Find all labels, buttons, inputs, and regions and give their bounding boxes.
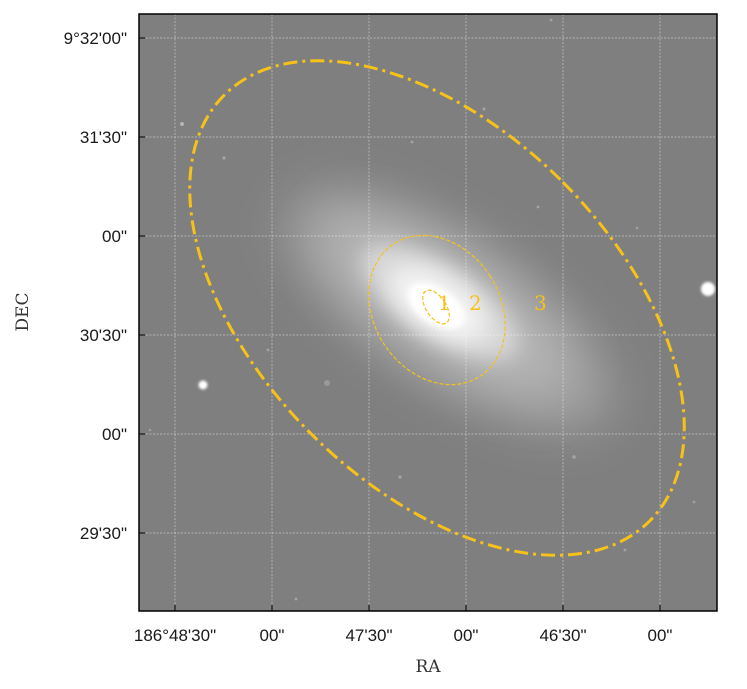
dec-tick-label: 00": [102, 425, 127, 444]
ra-tick-label: 47'30": [345, 626, 392, 645]
sky-image: 1 2 3: [139, 14, 717, 611]
ra-tick-label: 46'30": [539, 626, 586, 645]
ra-tick-label: 00": [454, 626, 479, 645]
plot-frame: [138, 13, 718, 612]
aperture-3-ellipse: [188, 59, 686, 557]
coordinate-grid: [139, 14, 717, 611]
aperture-1-ellipse: [422, 289, 450, 325]
y-axis-label: DEC: [13, 292, 33, 331]
ra-tick-label: 00": [648, 626, 673, 645]
dec-tick-labels: 9°32'00" 31'30" 00" 30'30" 00" 29'30": [64, 29, 127, 543]
dec-tick-label: 30'30": [80, 326, 127, 345]
aperture-label-2: 2: [469, 291, 482, 315]
x-axis-label: RA: [415, 657, 441, 677]
dec-tick-label: 9°32'00": [64, 29, 127, 48]
aperture-label-1: 1: [438, 291, 451, 315]
dec-tick-label: 31'30": [80, 128, 127, 147]
dec-tick-label: 29'30": [80, 524, 127, 543]
apertures: [188, 59, 686, 557]
aperture-label-3: 3: [534, 291, 547, 315]
ra-tick-labels: 186°48'30" 00" 47'30" 00" 46'30" 00": [134, 626, 673, 645]
aperture-2-ellipse: [368, 234, 506, 386]
ra-tick-label: 00": [260, 626, 285, 645]
ra-tick-label: 186°48'30": [134, 626, 216, 645]
dec-tick-label: 00": [102, 227, 127, 246]
galaxy: [286, 191, 614, 429]
tick-marks: [139, 37, 661, 611]
aperture-labels: 1 2 3: [438, 291, 547, 315]
